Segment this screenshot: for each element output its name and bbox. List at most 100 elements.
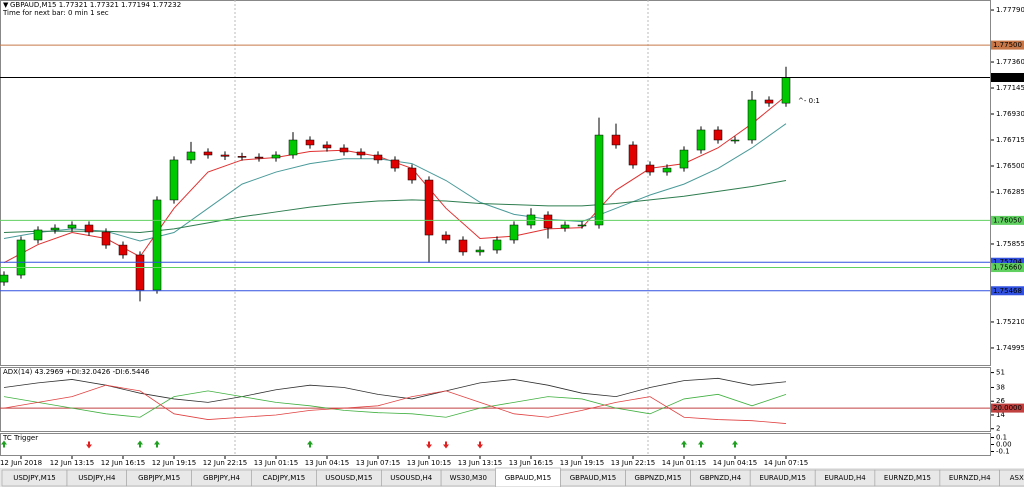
x-tick-label: 13 Jun 07:15 bbox=[356, 459, 400, 467]
candle-body bbox=[764, 99, 774, 104]
indicator-line bbox=[3, 377, 787, 403]
level-label: 1.77232 bbox=[993, 73, 1022, 81]
level-label: 1.76050 bbox=[993, 216, 1022, 224]
candle-body bbox=[713, 129, 723, 141]
tab-label[interactable]: USDJPY,H4 bbox=[78, 474, 116, 482]
y-tick-label: 51 bbox=[996, 369, 1005, 377]
tab-label[interactable]: GBPJPY,M15 bbox=[138, 474, 180, 482]
candle-body bbox=[203, 151, 213, 156]
x-tick-label: 14 Jun 07:15 bbox=[764, 459, 808, 467]
x-tick-label: 13 Jun 19:15 bbox=[560, 459, 604, 467]
candle-body bbox=[254, 156, 264, 159]
candle-body bbox=[339, 147, 349, 153]
tab-label[interactable]: USDJPY,M15 bbox=[13, 474, 56, 482]
candle-body bbox=[611, 134, 621, 146]
candle-body bbox=[33, 229, 43, 241]
up-arrow bbox=[1, 440, 7, 448]
main-panel bbox=[0, 0, 991, 366]
level-box bbox=[991, 263, 1024, 273]
level-box bbox=[991, 72, 1024, 82]
candle-body bbox=[220, 154, 230, 157]
down-arrow bbox=[86, 441, 92, 449]
tab-label[interactable]: ASX200,H1 bbox=[1010, 474, 1024, 482]
candle-body bbox=[560, 224, 570, 229]
candle-body bbox=[118, 244, 128, 256]
candle-body bbox=[186, 151, 196, 161]
x-tick-label: 13 Jun 04:15 bbox=[305, 459, 349, 467]
candle-body bbox=[645, 164, 655, 173]
candle-body bbox=[696, 129, 706, 151]
candle-body bbox=[730, 139, 740, 142]
candle-body bbox=[135, 254, 145, 291]
candle-body bbox=[373, 154, 383, 161]
candle-body bbox=[577, 224, 587, 227]
candle-body bbox=[152, 199, 162, 291]
adx-title: ADX(14) 43.2969 +DI:32.0426 -DI:6.5446 bbox=[3, 368, 150, 376]
tab-label[interactable]: WS30,M30 bbox=[450, 474, 487, 482]
candle-body bbox=[237, 156, 247, 158]
y-tick-label: 1.77145 bbox=[996, 84, 1024, 92]
x-tick-label: 13 Jun 16:15 bbox=[509, 459, 553, 467]
up-arrow bbox=[698, 440, 704, 448]
tab-label[interactable]: EURNZD,H4 bbox=[949, 474, 991, 482]
candle-body bbox=[662, 167, 672, 173]
candle-body bbox=[322, 144, 332, 149]
tab-label[interactable]: CADJPY,M15 bbox=[263, 474, 306, 482]
tab-label[interactable]: USOUSD,M15 bbox=[325, 474, 372, 482]
candle-body bbox=[50, 227, 60, 231]
level-label: 20.0000 bbox=[993, 404, 1022, 412]
tab-label[interactable]: EURAUD,M15 bbox=[759, 474, 806, 482]
candle-body bbox=[288, 139, 298, 156]
tab-label[interactable]: USOUSD,H4 bbox=[390, 474, 433, 482]
up-arrow bbox=[307, 440, 313, 448]
x-tick-label: 13 Jun 01:15 bbox=[254, 459, 298, 467]
annotation: ^- 0:1 bbox=[798, 97, 820, 105]
tab-label[interactable]: GBPNZD,H4 bbox=[699, 474, 741, 482]
collapse-icon: ▼ bbox=[3, 1, 9, 9]
candle-body bbox=[169, 159, 179, 201]
tab-label[interactable]: GBPAUD,M15 bbox=[505, 474, 551, 482]
y-tick-label: 14 bbox=[996, 411, 1005, 419]
down-arrow bbox=[426, 441, 432, 449]
up-arrow bbox=[154, 440, 160, 448]
y-tick-label: 26 bbox=[996, 397, 1005, 405]
y-tick-label: 0.00 bbox=[996, 441, 1012, 449]
y-tick-label: 1.77360 bbox=[996, 58, 1024, 66]
indicator-line bbox=[3, 384, 787, 424]
level-box bbox=[991, 403, 1024, 413]
candle-body bbox=[747, 99, 757, 141]
indicator-line bbox=[3, 390, 787, 418]
tab-label[interactable]: EURNZD,M15 bbox=[884, 474, 931, 482]
tab-label[interactable]: GBPAUD,M15 bbox=[570, 474, 616, 482]
y-tick-label: 38 bbox=[996, 383, 1005, 391]
down-arrow bbox=[477, 441, 483, 449]
y-tick-label: 1.75210 bbox=[996, 318, 1024, 326]
tab-label[interactable]: EURAUD,H4 bbox=[824, 474, 866, 482]
moving-average bbox=[3, 180, 787, 233]
x-tick-label: 12 Jun 13:15 bbox=[50, 459, 94, 467]
candle-body bbox=[594, 134, 604, 226]
candle-body bbox=[475, 249, 485, 253]
tab[interactable] bbox=[999, 469, 1024, 487]
y-tick-label: 0.1 bbox=[996, 434, 1007, 442]
up-arrow bbox=[137, 440, 143, 448]
y-tick-label: 1.76715 bbox=[996, 136, 1024, 144]
candle-body bbox=[390, 159, 400, 169]
candle-body bbox=[441, 234, 451, 241]
candle-body bbox=[424, 179, 434, 236]
level-label: 1.75468 bbox=[993, 287, 1022, 295]
up-arrow bbox=[732, 440, 738, 448]
candle-body bbox=[0, 274, 9, 283]
x-tick-label: 12 Jun 2018 bbox=[0, 459, 42, 467]
candle-body bbox=[305, 139, 315, 146]
level-box bbox=[991, 40, 1024, 50]
x-tick-label: 13 Jun 10:15 bbox=[407, 459, 451, 467]
tab-label[interactable]: GBPJPY,H4 bbox=[203, 474, 240, 482]
adx-panel bbox=[0, 367, 991, 432]
y-tick-label: -0.1 bbox=[996, 448, 1010, 456]
y-tick-label: 1.77790 bbox=[996, 6, 1024, 14]
tab-label[interactable]: GBPNZD,M15 bbox=[634, 474, 681, 482]
y-tick-label: 1.76500 bbox=[996, 162, 1024, 170]
level-box bbox=[991, 257, 1024, 267]
